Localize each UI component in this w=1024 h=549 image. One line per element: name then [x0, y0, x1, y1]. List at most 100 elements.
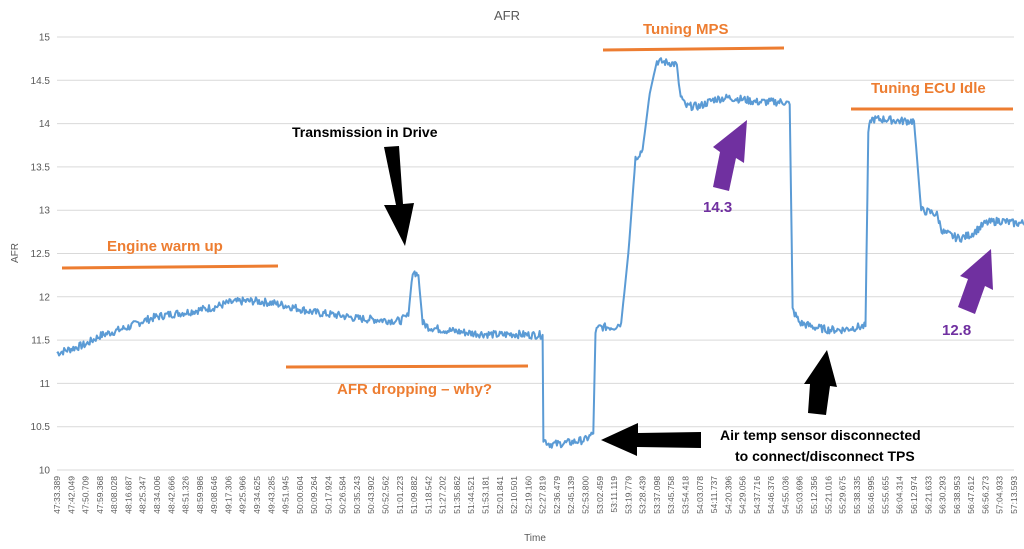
transmission-arrow: [384, 146, 414, 246]
x-tick-label: 53:28.439: [638, 476, 648, 514]
x-tick-label: 48:42.666: [166, 476, 176, 514]
x-tick-label: 55:21.016: [823, 476, 833, 514]
afr-dropping-overline: [285, 364, 529, 369]
y-tick-label: 13: [39, 206, 51, 217]
x-tick-label: 48:34.006: [152, 476, 162, 514]
tuning-mps-label: Tuning MPS: [643, 21, 729, 38]
x-tick-label: 49:43.285: [266, 476, 276, 514]
y-axis-label: AFR: [10, 243, 21, 263]
value-14-3-label: 14.3: [703, 199, 732, 216]
y-axis-ticks: 10 10.5 11 11.5 12 12.5 13 13.5 14 14.5 15: [31, 33, 51, 477]
y-tick-label: 10.5: [31, 422, 51, 433]
afr-dropping-label: AFR dropping – why?: [337, 381, 492, 398]
arrow-up-to-dip: [804, 350, 837, 415]
x-tick-label: 56:56.273: [980, 476, 990, 514]
engine-warm-up-label: Engine warm up: [107, 238, 223, 255]
x-tick-label: 52:19.160: [523, 476, 533, 514]
x-tick-label: 51:27.202: [438, 476, 448, 514]
x-tick-label: 52:36.479: [552, 476, 562, 514]
x-tick-label: 55:46.995: [866, 476, 876, 514]
x-tick-label: 48:51.326: [181, 476, 191, 514]
tuning-ecu-idle-label: Tuning ECU Idle: [871, 80, 986, 97]
air-temp-label-line1: Air temp sensor disconnected: [720, 427, 921, 443]
x-tick-label: 55:29.675: [838, 476, 848, 514]
x-tick-label: 52:53.800: [580, 476, 590, 514]
x-tick-label: 53:11.119: [609, 476, 619, 513]
annotations: Engine warm up AFR dropping – why? Trans…: [61, 21, 1013, 464]
x-tick-label: 48:16.687: [123, 476, 133, 514]
air-temp-label-line2: to connect/disconnect TPS: [735, 448, 915, 464]
x-tick-label: 49:17.306: [223, 476, 233, 514]
x-tick-label: 50:00.604: [295, 476, 305, 514]
x-tick-label: 49:34.625: [252, 476, 262, 514]
x-tick-label: 50:52.562: [381, 476, 391, 514]
arrow-to-12-8: [958, 249, 993, 314]
x-tick-label: 57:13.593: [1009, 476, 1019, 514]
x-tick-label: 56:04.314: [895, 476, 905, 514]
y-tick-label: 12: [39, 292, 51, 303]
x-tick-label: 47:59.368: [95, 476, 105, 514]
x-tick-label: 56:21.633: [923, 476, 933, 514]
y-tick-label: 11: [40, 379, 51, 390]
x-tick-label: 51:35.862: [452, 476, 462, 514]
x-tick-label: 48:08.028: [109, 476, 119, 514]
y-tick-label: 13.5: [31, 162, 51, 173]
y-tick-label: 15: [39, 33, 51, 44]
afr-series-line: [56, 57, 1024, 449]
x-tick-label: 50:35.243: [352, 476, 362, 514]
x-tick-label: 55:38.335: [852, 476, 862, 514]
x-tick-label: 49:51.945: [281, 476, 291, 514]
arrow-left-to-low: [601, 423, 701, 456]
x-tick-label: 50:09.264: [309, 476, 319, 514]
transmission-label: Transmission in Drive: [292, 124, 438, 140]
x-tick-label: 49:08.646: [209, 476, 219, 514]
y-tick-label: 10: [39, 466, 51, 477]
x-tick-label: 48:59.986: [195, 476, 205, 514]
y-tick-label: 12.5: [31, 249, 51, 260]
gridlines: [57, 36, 1014, 471]
x-tick-label: 50:17.924: [323, 476, 333, 514]
x-tick-label: 51:53.181: [481, 476, 491, 514]
x-tick-label: 47:50.709: [81, 476, 91, 514]
x-tick-label: 54:11.737: [709, 476, 719, 513]
x-tick-label: 53:37.098: [652, 476, 662, 514]
x-tick-label: 52:10.501: [509, 476, 519, 514]
x-tick-label: 51:18.542: [423, 476, 433, 514]
x-tick-label: 56:12.974: [909, 476, 919, 514]
x-tick-label: 51:01.223: [395, 476, 405, 514]
x-tick-label: 51:44.521: [466, 476, 476, 514]
x-tick-label: 55:03.696: [795, 476, 805, 514]
x-tick-label: 54:46.376: [766, 476, 776, 514]
x-tick-label: 56:38.953: [952, 476, 962, 514]
x-tick-label: 52:01.841: [495, 476, 505, 514]
x-tick-label: 54:29.056: [738, 476, 748, 514]
value-12-8-label: 12.8: [942, 322, 971, 339]
arrow-to-14-3: [713, 120, 747, 191]
chart-title: AFR: [494, 8, 520, 23]
x-tick-label: 50:26.584: [338, 476, 348, 514]
x-tick-label: 53:02.459: [595, 476, 605, 514]
x-tick-label: 53:19.779: [623, 476, 633, 514]
x-tick-label: 55:55.655: [880, 476, 890, 514]
x-tick-label: 53:45.758: [666, 476, 676, 514]
x-tick-label: 51:09.882: [409, 476, 419, 514]
x-tick-label: 56:47.612: [966, 476, 976, 514]
x-tick-label: 54:03.078: [695, 476, 705, 514]
x-tick-label: 55:12.356: [809, 476, 819, 514]
x-tick-label: 52:27.819: [538, 476, 548, 514]
x-axis-label: Time: [524, 533, 546, 544]
x-tick-label: 50:43.902: [366, 476, 376, 514]
x-tick-label: 49:25.966: [238, 476, 248, 514]
x-tick-label: 47:42.049: [66, 476, 76, 514]
tuning-mps-underline: [602, 46, 785, 52]
y-tick-label: 11.5: [31, 336, 50, 347]
x-axis-ticks: 47:33.389 47:42.049 47:50.709 47:59.368 48:0…: [52, 476, 1019, 514]
x-tick-label: 56:30.293: [938, 476, 948, 514]
y-tick-label: 14: [39, 119, 51, 130]
x-tick-label: 57:04.933: [995, 476, 1005, 514]
plot-area: [56, 57, 1024, 449]
x-tick-label: 54:37.716: [752, 476, 762, 514]
x-tick-label: 54:55.036: [780, 476, 790, 514]
x-tick-label: 52:45.139: [566, 476, 576, 514]
